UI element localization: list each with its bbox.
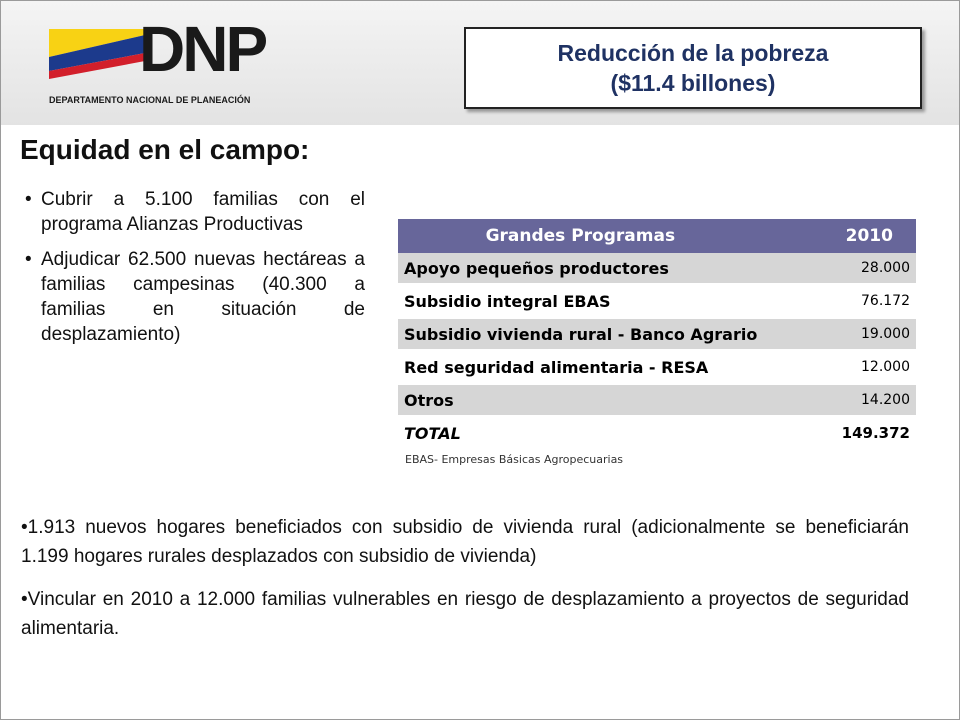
table-row: Subsidio vivienda rural - Banco Agrario …: [398, 317, 916, 352]
bullet-text: Adjudicar 62.500 nuevas hectáreas a fami…: [41, 249, 365, 345]
section-title: Equidad en el campo:: [20, 134, 310, 165]
left-bullet-list: • Cubrir a 5.100 familias con el program…: [23, 187, 365, 357]
table-header-row: Grandes Programas 2010: [398, 219, 916, 253]
bullet-dot: •: [25, 189, 32, 210]
program-value: 76.172: [822, 284, 916, 319]
table-row: Subsidio integral EBAS 76.172: [398, 284, 916, 319]
program-value: 14.200: [822, 383, 916, 418]
program-name: Red seguridad alimentaria - RESA: [398, 350, 823, 385]
bullet-item: • Adjudicar 62.500 nuevas hectáreas a fa…: [23, 247, 365, 347]
slide-title-line2: ($11.4 billones): [610, 70, 776, 96]
bottom-bullet-item: •1.913 nuevos hogares beneficiados con s…: [21, 517, 909, 567]
table-footnote: EBAS- Empresas Básicas Agropecuarias: [405, 453, 624, 466]
programs-table: Grandes Programas 2010 Apoyo pequeños pr…: [398, 219, 916, 451]
slide-title-box: Reducción de la pobreza ($11.4 billones): [464, 27, 922, 109]
logo-wordmark: DNP: [139, 13, 268, 85]
slide-title-line1: Reducción de la pobreza: [557, 40, 829, 66]
program-name: Apoyo pequeños productores: [398, 253, 823, 286]
header-band: DNP DEPARTAMENTO NACIONAL DE PLANEACIÓN …: [1, 1, 959, 125]
program-name: Subsidio integral EBAS: [398, 284, 823, 319]
bullet-text: Cubrir a 5.100 familias con el programa …: [41, 189, 365, 235]
bottom-bullet-item: •Vincular en 2010 a 12.000 familias vuln…: [21, 589, 909, 639]
bullet-dot: •: [25, 249, 32, 270]
table-row: Red seguridad alimentaria - RESA 12.000: [398, 350, 916, 385]
logo-subtitle: DEPARTAMENTO NACIONAL DE PLANEACIÓN: [49, 95, 251, 105]
total-label: TOTAL: [398, 416, 823, 451]
program-value: 12.000: [822, 350, 916, 385]
table-row: Otros 14.200: [398, 383, 916, 418]
table-row: Apoyo pequeños productores 28.000: [398, 253, 916, 286]
program-value: 28.000: [822, 253, 916, 286]
bottom-bullet-list: •1.913 nuevos hogares beneficiados con s…: [21, 513, 909, 657]
table-total-row: TOTAL 149.372: [398, 416, 916, 451]
colombia-flag-icon: [49, 29, 145, 79]
bullet-item: • Cubrir a 5.100 familias con el program…: [23, 187, 365, 237]
dnp-logo: DNP DEPARTAMENTO NACIONAL DE PLANEACIÓN: [47, 17, 297, 113]
column-header-year: 2010: [822, 219, 916, 253]
column-header-programs: Grandes Programas: [398, 219, 823, 253]
total-value: 149.372: [822, 416, 916, 451]
program-name: Otros: [398, 383, 823, 418]
program-name: Subsidio vivienda rural - Banco Agrario: [398, 317, 823, 352]
program-value: 19.000: [822, 317, 916, 352]
